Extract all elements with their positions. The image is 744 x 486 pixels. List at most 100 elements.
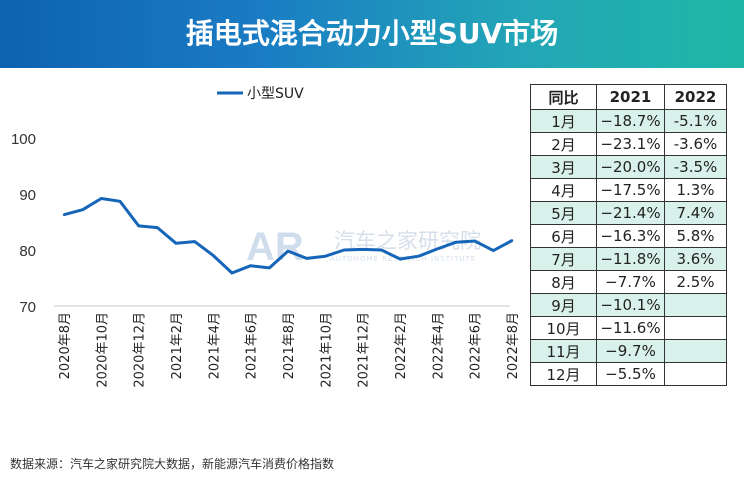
table-cell: 2.5% [664, 270, 727, 294]
data-point [268, 266, 271, 270]
x-axis: 2020年8月 2020年10月 2020年12月 2021年2月 2021年4月 202… [58, 312, 520, 388]
data-point [156, 226, 159, 229]
table-cell: −18.7% [596, 109, 665, 133]
table-cell: 7月 [530, 247, 597, 271]
table-cell: −7.7% [596, 270, 665, 294]
y-tick-label: 80 [19, 243, 36, 260]
series-points [62, 197, 514, 275]
table-cell [664, 316, 727, 340]
data-point [361, 248, 364, 251]
data-point [81, 208, 84, 211]
table-header-cell: 2022 [664, 84, 727, 110]
data-point [193, 240, 196, 243]
table-cell: −17.5% [596, 178, 665, 202]
data-point [324, 254, 327, 258]
yoy-table: 同比 2021 2022 1月 −18.7% -5.1% 2月 −23.1% -3.6% 3… [530, 84, 727, 386]
y-tick-label: 90 [19, 187, 36, 204]
x-tick-label: 2020年12月 [133, 312, 148, 388]
table-cell: −11.6% [596, 316, 665, 340]
table-row: 11月 −9.7% [530, 339, 727, 363]
data-point [286, 249, 290, 253]
x-tick-label: 2022年6月 [469, 312, 484, 379]
table-cell [664, 339, 727, 363]
x-tick-label: 2021年8月 [282, 312, 297, 379]
table-cell: −20.0% [596, 155, 665, 179]
table-cell [664, 362, 727, 386]
table-cell [664, 293, 727, 317]
page-title: 插电式混合动力小型SUV市场 [185, 17, 559, 50]
table-row: 3月 −20.0% -3.5% [530, 155, 727, 179]
table-row: 5月 −21.4% 7.4% [530, 201, 727, 225]
table-cell: 8月 [530, 270, 597, 294]
table-cell: -3.6% [664, 132, 727, 156]
data-point [100, 197, 103, 200]
x-tick-label: 2021年10月 [319, 312, 334, 388]
table-cell: −23.1% [596, 132, 665, 156]
table-cell: −21.4% [596, 201, 665, 225]
table-header-row: 同比 2021 2022 [530, 84, 727, 110]
x-tick-label: 2020年10月 [95, 312, 110, 388]
data-point [510, 239, 514, 242]
table-cell: 7.4% [664, 201, 727, 225]
title-banner [0, 0, 744, 68]
x-tick-label: 2021年12月 [357, 312, 372, 388]
table-row: 8月 −7.7% 2.5% [530, 270, 727, 294]
data-point [436, 247, 439, 251]
table-row: 1月 −18.7% -5.1% [530, 109, 727, 133]
table-cell: 3.6% [664, 247, 727, 271]
table-row: 9月 −10.1% [530, 293, 727, 317]
data-source: 数据来源：汽车之家研究院大数据，新能源汽车消费价格指数 [10, 457, 335, 471]
table-cell: 4月 [530, 178, 597, 202]
table-row: 7月 −11.8% 3.6% [530, 247, 727, 271]
table-row: 10月 −11.6% [530, 316, 727, 340]
table-row: 6月 −16.3% 5.8% [530, 224, 727, 248]
data-point [249, 264, 252, 267]
x-tick-label: 2021年6月 [245, 312, 260, 379]
data-point [118, 200, 122, 203]
x-tick-label: 2022年2月 [394, 312, 409, 379]
table-cell: 1.3% [664, 178, 727, 202]
x-tick-label: 2022年4月 [431, 312, 446, 379]
table-cell: 11月 [530, 339, 597, 363]
table-cell: 5.8% [664, 224, 727, 248]
data-point [380, 248, 383, 252]
data-point [137, 224, 140, 228]
x-tick-label: 2020年8月 [58, 312, 73, 379]
y-tick-label: 100 [11, 131, 36, 148]
table-cell: −5.5% [596, 362, 665, 386]
data-point [417, 254, 420, 258]
table-cell: 1月 [530, 109, 597, 133]
table-cell: -3.5% [664, 155, 727, 179]
line-chart: AR 汽车之家研究院 AUTOHOME RESEARCH INSTITUTE 小… [11, 86, 520, 388]
table-cell: −10.1% [596, 293, 665, 317]
table-cell: -5.1% [664, 109, 727, 133]
data-point [492, 249, 495, 252]
table-cell: −16.3% [596, 224, 665, 248]
data-point [454, 240, 458, 244]
table-cell: 12月 [530, 362, 597, 386]
table-row: 2月 −23.1% -3.6% [530, 132, 727, 156]
data-point [174, 242, 178, 245]
data-point [212, 254, 215, 257]
table-row: 12月 −5.5% [530, 362, 727, 386]
data-point [473, 239, 476, 243]
table-header-cell: 2021 [596, 84, 665, 110]
data-point [62, 213, 66, 216]
x-tick-label: 2021年4月 [207, 312, 222, 379]
legend-label: 小型SUV [247, 86, 304, 102]
table-cell: 2月 [530, 132, 597, 156]
table-cell: 5月 [530, 201, 597, 225]
table-cell: −9.7% [596, 339, 665, 363]
x-tick-label: 2022年8月 [506, 312, 520, 379]
table-cell: 10月 [530, 316, 597, 340]
data-point [305, 257, 308, 260]
chart-legend: 小型SUV [217, 86, 304, 102]
table-row: 4月 −17.5% 1.3% [530, 178, 727, 202]
data-point [398, 257, 402, 261]
table-header-cell: 同比 [530, 84, 597, 110]
y-tick-label: 70 [19, 299, 36, 316]
y-axis: 100 90 80 70 [11, 131, 36, 316]
table-cell: 9月 [530, 293, 597, 317]
table-cell: 6月 [530, 224, 597, 248]
data-point [230, 271, 234, 275]
